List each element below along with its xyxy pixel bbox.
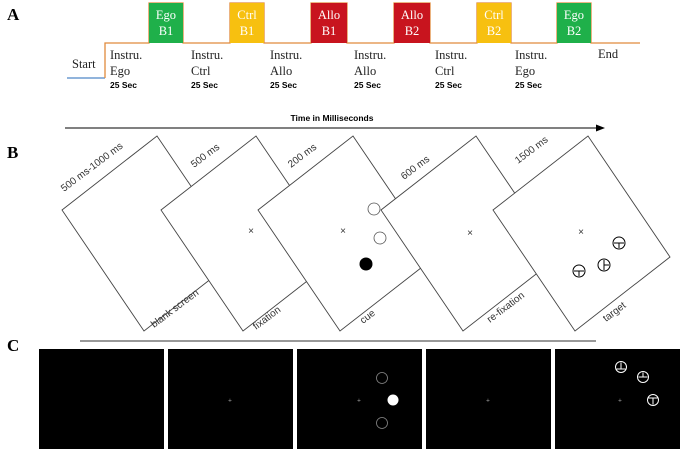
timeline-end-label: End bbox=[598, 47, 619, 61]
block-line1: Ego bbox=[156, 8, 176, 22]
instruction-line1: Instru. bbox=[110, 48, 142, 62]
actual-screen-refixation bbox=[426, 349, 551, 449]
instruction-duration: 25 Sec bbox=[435, 80, 462, 90]
instruction-duration: 25 Sec bbox=[191, 80, 218, 90]
block-box bbox=[230, 3, 264, 43]
instruction-period: Instru. Ctrl 25 Sec bbox=[435, 48, 467, 90]
block-line1: Ctrl bbox=[237, 8, 257, 22]
screen-duration: 1500 ms bbox=[513, 135, 550, 167]
instruction-duration: 25 Sec bbox=[110, 80, 137, 90]
fixation-cross-icon: × bbox=[467, 228, 473, 239]
block-line1: Ego bbox=[564, 8, 584, 22]
condition-block: Ctrl B2 bbox=[477, 3, 511, 43]
block-line2: B1 bbox=[159, 24, 174, 38]
instruction-line2: Allo bbox=[354, 64, 376, 78]
fixation-cross-icon: + bbox=[486, 398, 490, 404]
block-line2: B1 bbox=[322, 24, 337, 38]
actual-screen-blank bbox=[39, 349, 164, 449]
block-line1: Allo bbox=[318, 8, 340, 22]
cue-filled-circle bbox=[359, 257, 373, 271]
cue-placeholder-circle bbox=[367, 202, 381, 216]
target-circle-icon bbox=[615, 361, 627, 373]
panel-letter-a: A bbox=[7, 5, 20, 24]
instruction-duration: 25 Sec bbox=[515, 80, 542, 90]
fixation-cross-icon: × bbox=[578, 227, 584, 238]
block-box bbox=[149, 3, 183, 43]
instruction-line2: Ctrl bbox=[191, 64, 211, 78]
block-line2: B2 bbox=[487, 24, 502, 38]
target-circle-icon bbox=[637, 371, 649, 383]
instruction-line2: Allo bbox=[270, 64, 292, 78]
instruction-line1: Instru. bbox=[515, 48, 547, 62]
time-axis: Time in Milliseconds bbox=[65, 113, 605, 132]
cue-placeholder-circle bbox=[373, 231, 387, 245]
target-circle-icon bbox=[597, 258, 611, 272]
block-line1: Allo bbox=[401, 8, 423, 22]
panel-letter-b: B bbox=[7, 143, 18, 162]
instruction-period: Instru. Ego 25 Sec bbox=[515, 48, 547, 90]
block-box bbox=[477, 3, 511, 43]
target-circle-icon bbox=[572, 264, 586, 278]
time-arrow-head-icon bbox=[596, 124, 605, 132]
instruction-duration: 25 Sec bbox=[270, 80, 297, 90]
condition-block: Ego B2 bbox=[557, 3, 591, 43]
condition-block: Ego B1 bbox=[149, 3, 183, 43]
cue-placeholder-circle bbox=[376, 417, 388, 429]
block-box bbox=[394, 3, 430, 43]
instruction-period: Instru. Ego 25 Sec bbox=[110, 48, 142, 90]
fixation-cross-icon: + bbox=[228, 398, 232, 404]
block-line2: B1 bbox=[240, 24, 255, 38]
instruction-period: Instru. Ctrl 25 Sec bbox=[191, 48, 223, 90]
cue-placeholder-circle bbox=[376, 372, 388, 384]
block-timeline: Start End Instru. Ego 25 Sec Instru. Ctr… bbox=[67, 2, 640, 90]
block-box bbox=[311, 3, 347, 43]
instruction-duration: 25 Sec bbox=[354, 80, 381, 90]
block-box bbox=[557, 3, 591, 43]
target-circle-icon bbox=[647, 394, 659, 406]
instruction-period: Instru. Allo 25 Sec bbox=[270, 48, 302, 90]
condition-block: Allo B2 bbox=[394, 3, 430, 43]
instruction-line1: Instru. bbox=[435, 48, 467, 62]
instruction-line2: Ego bbox=[515, 64, 535, 78]
instruction-line1: Instru. bbox=[270, 48, 302, 62]
time-axis-label: Time in Milliseconds bbox=[291, 113, 374, 123]
target-circle-icon bbox=[612, 236, 626, 250]
fixation-cross-icon: × bbox=[248, 226, 254, 237]
actual-screen-fixation bbox=[168, 349, 293, 449]
screen-frame bbox=[492, 135, 671, 332]
instruction-line1: Instru. bbox=[354, 48, 386, 62]
fixation-cross-icon: × bbox=[340, 226, 346, 237]
actual-screen-cue bbox=[297, 349, 422, 449]
instruction-line2: Ego bbox=[110, 64, 130, 78]
timeline-start-label: Start bbox=[72, 57, 96, 71]
fixation-cross-icon: + bbox=[357, 398, 361, 404]
instruction-line1: Instru. bbox=[191, 48, 223, 62]
condition-block: Allo B1 bbox=[311, 3, 347, 43]
panel-letter-c: C bbox=[7, 336, 19, 355]
instruction-period: Instru. Allo 25 Sec bbox=[354, 48, 386, 90]
block-line2: B2 bbox=[567, 24, 582, 38]
block-line2: B2 bbox=[405, 24, 420, 38]
block-line1: Ctrl bbox=[484, 8, 504, 22]
instruction-line2: Ctrl bbox=[435, 64, 455, 78]
fixation-cross-icon: + bbox=[618, 398, 622, 404]
condition-block: Ctrl B1 bbox=[230, 3, 264, 43]
actual-screens-row: + + + + bbox=[39, 349, 680, 449]
cue-filled-circle bbox=[387, 394, 399, 406]
